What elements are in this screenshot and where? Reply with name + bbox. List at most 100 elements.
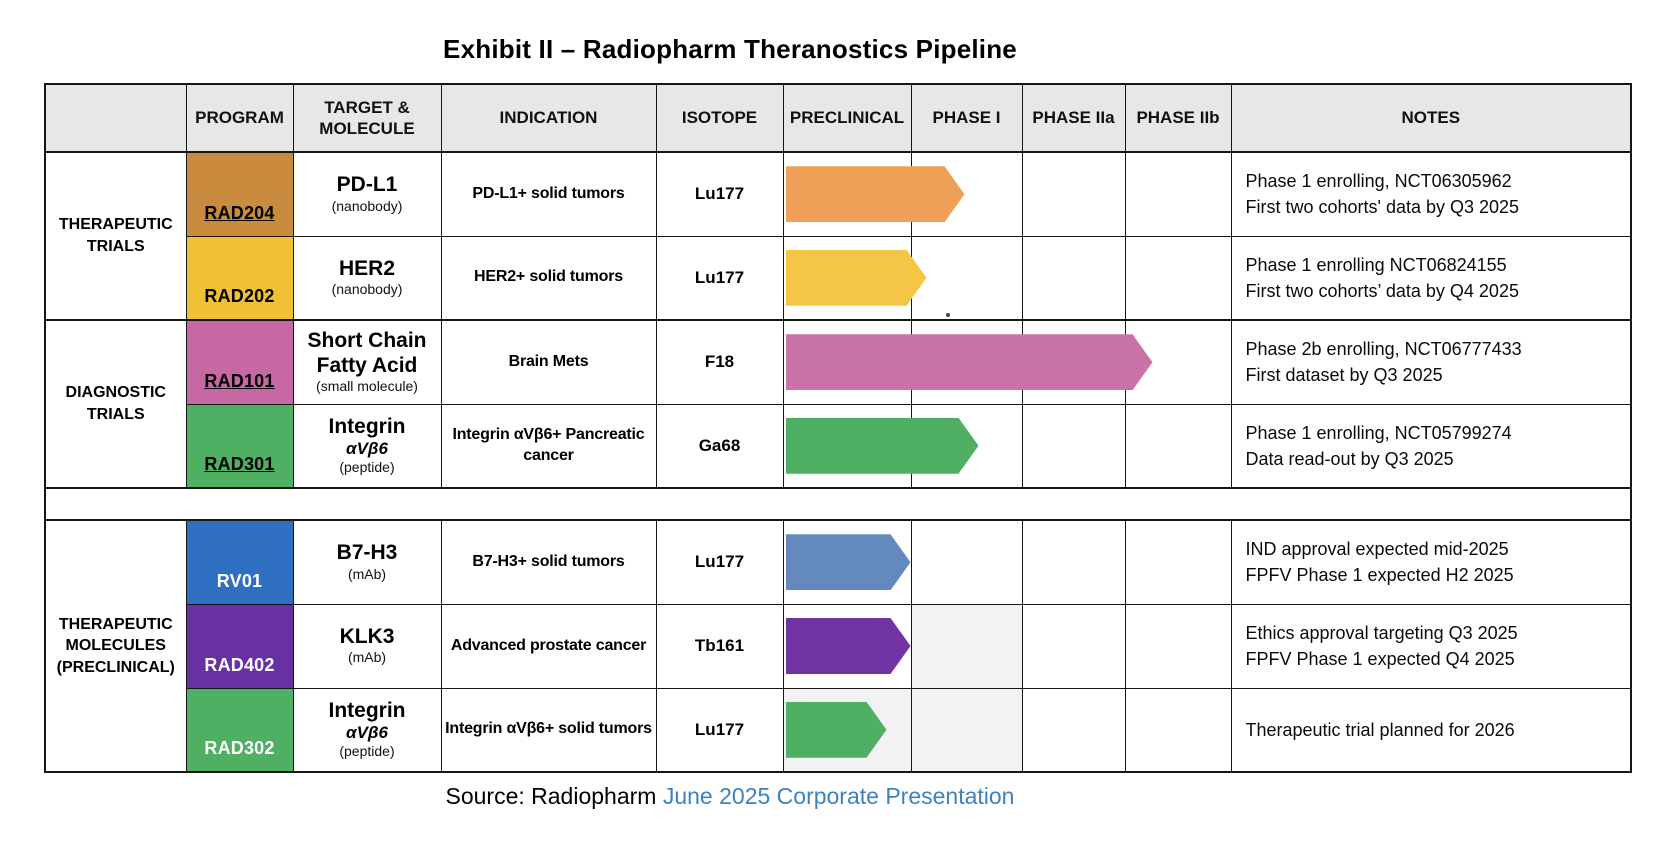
notes-cell: IND approval expected mid-2025 FPFV Phase… <box>1230 519 1632 605</box>
table-row: THERAPEUTIC MOLECULES (PRECLINICAL) RV01 B… <box>44 519 1632 773</box>
table-row: RAD402 KLK3 (mAb) Advanced prostate cancer T… <box>45 603 1632 689</box>
program-code: RAD302 <box>204 738 275 758</box>
indication-cell: B7-H3+ solid tumors <box>440 519 657 605</box>
notes-line: First two cohorts' data by Q3 2025 <box>1245 197 1520 218</box>
indication-cell: Advanced prostate cancer <box>440 603 657 689</box>
phase-cell-preclinical <box>782 603 912 689</box>
indication-cell: Integrin αVβ6+ Pancreatic cancer <box>440 403 657 489</box>
col-header-isotope: ISOTOPE <box>655 83 784 153</box>
program-cell: RAD101 <box>185 319 294 405</box>
phase-cell-phase-i <box>910 235 1023 321</box>
pipeline-table: PROGRAM TARGET & MOLECULE INDICATION ISO… <box>44 83 1632 773</box>
phase-cell-phase-iib <box>1124 519 1232 605</box>
phase-cell-preclinical <box>782 319 911 405</box>
program-code: RV01 <box>216 570 263 591</box>
col-header-target: TARGET & MOLECULE <box>292 83 442 153</box>
program-cell: RAD202 <box>185 235 294 321</box>
isotope-cell: Ga68 <box>655 403 784 489</box>
target-molecule-cell: B7-H3 (mAb) <box>292 519 442 605</box>
progress-arrow <box>786 250 927 306</box>
target-line: (peptide) <box>339 743 395 760</box>
phase-cell-preclinical <box>782 519 912 605</box>
col-header-phase-iia: PHASE IIa <box>1021 83 1126 153</box>
phase-cell-phase-iia <box>1021 151 1126 237</box>
notes-cell: Phase 1 enrolling NCT06824155 First two c… <box>1230 235 1632 321</box>
group-label-cell: THERAPEUTIC MOLECULES (PRECLINICAL) <box>44 519 187 773</box>
phase-cell-phase-i <box>910 603 1023 689</box>
source-link[interactable]: June 2025 Corporate Presentation <box>662 783 1015 809</box>
target-line: PD-L1 <box>336 173 398 197</box>
notes-line: FPFV Phase 1 expected H2 2025 <box>1245 565 1514 586</box>
isotope-cell: Lu177 <box>655 687 784 773</box>
isotope-cell: Lu177 <box>655 235 784 321</box>
target-line: (mAb) <box>347 649 387 666</box>
phase-cell-phase-iib <box>1124 687 1232 773</box>
target-line: (mAb) <box>347 565 387 582</box>
phase-cell-phase-iia <box>1021 687 1126 773</box>
stray-dot <box>945 312 950 317</box>
notes-line: First dataset by Q3 2025 <box>1245 365 1443 386</box>
notes-line: Data read-out by Q3 2025 <box>1245 448 1454 469</box>
phase-cell-phase-i <box>910 519 1023 605</box>
table-row: RAD302 Integrin αVβ6 (peptide) Integrin αVβ6… <box>45 687 1632 773</box>
target-line: Integrin <box>328 414 406 438</box>
notes-line: Ethics approval targeting Q3 2025 <box>1245 622 1518 643</box>
page-title: Exhibit II – Radiopharm Theranostics Pip… <box>443 34 1017 64</box>
indication-cell: Brain Mets <box>440 319 657 405</box>
phase-cell-phase-iib <box>1124 403 1232 489</box>
program-cell: RV01 <box>185 519 294 605</box>
progress-arrow <box>786 618 911 674</box>
col-header-phase-i: PHASE I <box>910 83 1023 153</box>
target-molecule-cell: Integrin αVβ6 (peptide) <box>292 403 442 489</box>
progress-arrow <box>786 334 1153 390</box>
target-line: Short Chain <box>307 329 427 353</box>
group-label-cell: THERAPEUTIC TRIALS <box>44 151 187 321</box>
program-code[interactable]: RAD301 <box>204 454 275 474</box>
target-line: Fatty Acid <box>316 353 418 377</box>
phase-cell-preclinical <box>782 151 911 237</box>
target-line: αVβ6 <box>346 438 388 458</box>
target-line: (small molecule) <box>316 377 418 394</box>
target-molecule-cell: Short Chain Fatty Acid (small molecule) <box>292 319 442 405</box>
phase-cell-phase-iia <box>1021 403 1126 489</box>
col-header-group <box>44 83 187 153</box>
notes-line: First two cohorts’ data by Q4 2025 <box>1245 280 1519 301</box>
progress-arrow <box>786 534 911 590</box>
col-header-phase-iib: PHASE IIb <box>1124 83 1232 153</box>
target-line: B7-H3 <box>336 541 398 565</box>
target-line: Integrin <box>328 698 406 722</box>
indication-cell: HER2+ solid tumors <box>440 235 657 321</box>
table-row: RAD301 Integrin αVβ6 (peptide) Integrin αVβ6… <box>45 403 1632 489</box>
notes-cell: Phase 1 enrolling, NCT05799274 Data read-… <box>1230 403 1632 489</box>
phase-cell-phase-iib <box>1124 603 1232 689</box>
table-row: THERAPEUTIC TRIALS RAD204 PD-L1 (nanobody) P… <box>44 151 1632 321</box>
target-molecule-cell: KLK3 (mAb) <box>292 603 442 689</box>
col-header-program: PROGRAM <box>185 83 294 153</box>
notes-line: IND approval expected mid-2025 <box>1245 539 1509 560</box>
program-cell: RAD302 <box>185 687 294 773</box>
notes-line: Phase 1 enrolling NCT06824155 <box>1245 254 1507 275</box>
phase-cell-preclinical <box>782 235 911 321</box>
program-code[interactable]: RAD101 <box>204 370 275 391</box>
progress-arrow <box>786 702 887 758</box>
phase-cell-phase-iia <box>1021 235 1126 321</box>
progress-arrow <box>786 418 979 474</box>
program-code[interactable]: RAD204 <box>204 202 275 223</box>
phase-cell-phase-iib <box>1124 235 1232 321</box>
isotope-cell: Tb161 <box>655 603 784 689</box>
program-cell: RAD301 <box>185 403 294 489</box>
notes-line: Phase 1 enrolling, NCT05799274 <box>1245 422 1512 443</box>
phase-cell-preclinical <box>782 403 911 489</box>
group-label-cell: DIAGNOSTIC TRIALS <box>44 319 187 489</box>
program-cell: RAD204 <box>185 151 294 237</box>
phase-cell-phase-i <box>910 687 1023 773</box>
indication-cell: Integrin αVβ6+ solid tumors <box>440 687 657 773</box>
target-molecule-cell: Integrin αVβ6 (peptide) <box>292 687 442 773</box>
isotope-cell: F18 <box>655 319 784 405</box>
target-line: (nanobody) <box>331 281 403 298</box>
notes-line: Therapeutic trial planned for 2026 <box>1245 719 1515 740</box>
notes-line: Phase 2b enrolling, NCT06777433 <box>1245 339 1522 360</box>
col-header-indication: INDICATION <box>440 83 657 153</box>
spacer-row <box>44 487 1632 521</box>
program-cell: RAD402 <box>185 603 294 689</box>
